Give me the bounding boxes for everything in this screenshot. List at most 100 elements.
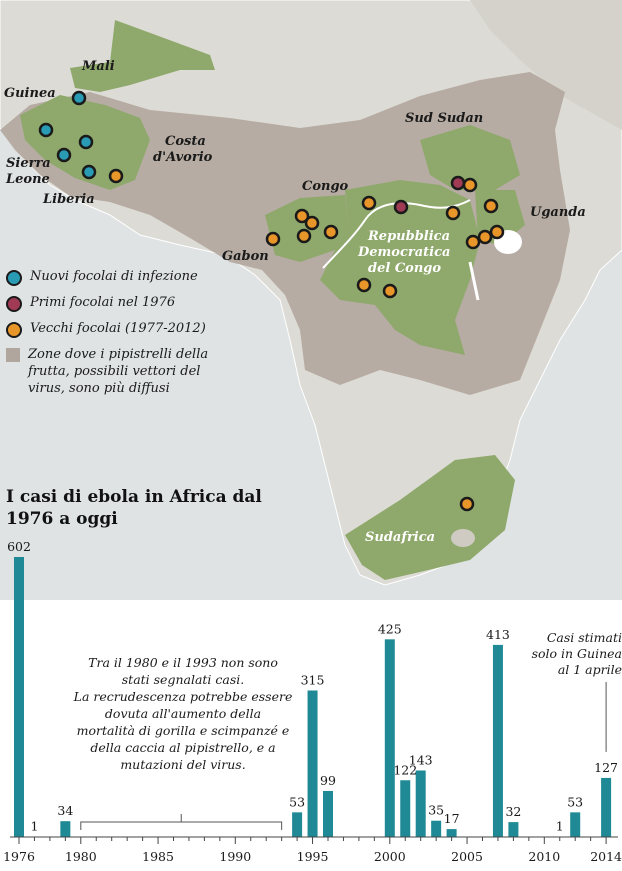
marker-old-outbreak (294, 208, 310, 224)
label-sudafrica: Sudafrica (365, 530, 435, 545)
bar-2001 (400, 780, 411, 837)
value-label-2003: 35 (428, 803, 444, 818)
marker-old-outbreak (108, 168, 124, 184)
value-label-2011: 1 (556, 819, 564, 834)
x-axis-ticks (18, 837, 607, 844)
area-congo-gabon (265, 195, 348, 262)
bar-2007 (492, 644, 503, 837)
gap-note-line-1: Tra il 1980 e il 1993 non sono (88, 655, 278, 670)
marker-old-outbreak (489, 224, 505, 240)
value-label-2014: 127 (594, 760, 618, 775)
marker-new-outbreak (71, 90, 87, 106)
label-liberia: Liberia (42, 192, 95, 207)
x-tick-label-2010: 2010 (528, 849, 560, 864)
label-rdc-3: del Congo (368, 261, 441, 276)
bar-1976 (14, 557, 24, 837)
gap-note-line-6: della caccia al pipistrello, e a (90, 740, 275, 755)
legend-item-new-outbreak: Nuovi focolai di infezione (6, 268, 246, 286)
land-northeast (470, 0, 622, 130)
legend-label: Zone dove i pipistrelli della frutta, po… (28, 347, 209, 396)
x-tick-label-1995: 1995 (297, 849, 329, 864)
area-sud-sudan (420, 125, 520, 190)
area-mali (70, 20, 215, 92)
label-rdc-2: Democratica (357, 245, 450, 260)
estimate-note-line-2: solo in Guinea (532, 646, 622, 661)
label-uganda: Uganda (530, 205, 586, 220)
marker-new-outbreak (78, 134, 94, 150)
legend-item-old-outbreak: Vecchi focolai (1977-2012) (6, 320, 246, 338)
marker-old-outbreak (323, 224, 339, 240)
label-costa-avorio-1: Costa (165, 134, 206, 149)
marker-old-outbreak (296, 228, 312, 244)
x-tick-label-1980: 1980 (65, 849, 97, 864)
marker-old-outbreak (459, 496, 475, 512)
africa-map: Mali Guinea Sierra Leone Liberia Costa d… (0, 0, 622, 600)
marker-first-outbreak (450, 175, 466, 191)
marker-old-outbreak (304, 215, 320, 231)
gap-note-line-2: stati segnalati casi. (122, 672, 245, 687)
chart-title: I casi di ebola in Africa dal 1976 a ogg… (6, 487, 262, 529)
map-legend: Nuovi focolai di infezione Primi focolai… (6, 268, 246, 405)
lake-tanganyika (468, 261, 480, 301)
x-tick-label-1990: 1990 (219, 849, 251, 864)
label-congo: Congo (302, 179, 349, 194)
value-label-1977: 1 (30, 819, 38, 834)
value-label-2004: 17 (444, 811, 460, 826)
bar-2003 (431, 820, 442, 837)
new-outbreak-dot-icon (6, 270, 22, 286)
label-rdc-1: Repubblica (367, 229, 450, 244)
value-label-2012: 53 (567, 794, 583, 809)
value-label-1996: 99 (320, 773, 336, 788)
congo-river (322, 199, 471, 269)
bar-2014 (601, 777, 612, 837)
area-rdc (320, 180, 480, 355)
marker-old-outbreak (483, 198, 499, 214)
marker-old-outbreak (465, 234, 481, 250)
bar-series (14, 557, 612, 837)
outbreak-markers (38, 90, 505, 512)
label-gabon: Gabon (222, 249, 269, 264)
value-label-1994: 53 (289, 794, 305, 809)
marker-old-outbreak (477, 229, 493, 245)
bar-2008 (508, 822, 519, 837)
marker-old-outbreak (356, 277, 372, 293)
marker-new-outbreak (56, 147, 72, 163)
x-tick-label-2005: 2005 (451, 849, 483, 864)
label-sierra-leone-1: Sierra (6, 156, 51, 171)
bar-1996 (323, 790, 333, 837)
legend-item-first-outbreak: Primi focolai nel 1976 (6, 294, 246, 312)
marker-first-outbreak (393, 199, 409, 215)
value-label-2002: 143 (409, 752, 433, 767)
estimate-note-line-1: Casi stimati (547, 630, 622, 645)
marker-old-outbreak (445, 205, 461, 221)
gap-note-line-7: mutazioni del virus. (120, 757, 245, 772)
value-label-2008: 32 (505, 804, 521, 819)
x-axis-tick-labels: 1976 1980 1985 1990 1995 2000 2005 2010 2014 (3, 849, 622, 864)
label-mali: Mali (81, 59, 115, 74)
marker-old-outbreak (265, 231, 281, 247)
old-outbreak-dot-icon (6, 322, 22, 338)
bar-2012 (570, 812, 581, 837)
first-outbreak-dot-icon (6, 296, 22, 312)
gap-note-line-5: mortalità di gorilla e scimpanzé e (77, 723, 290, 738)
x-tick-label-2014: 2014 (590, 849, 622, 864)
value-label-1995: 315 (301, 672, 325, 687)
value-label-1979: 34 (57, 803, 73, 818)
bar-2002 (415, 770, 426, 837)
bar-1995 (307, 690, 318, 837)
legend-label: Nuovi focolai di infezione (30, 269, 198, 284)
estimate-note-line-3: al 1 aprile (558, 662, 622, 677)
label-guinea: Guinea (4, 86, 56, 101)
marker-old-outbreak (361, 195, 377, 211)
area-sudafrica (345, 455, 515, 580)
value-label-2001: 122 (393, 762, 417, 777)
bat-zone-square-icon (6, 348, 20, 362)
label-sierra-leone-2: Leone (5, 172, 50, 187)
x-tick-label-1976: 1976 (3, 849, 35, 864)
x-tick-label-2000: 2000 (374, 849, 406, 864)
gap-bracket (80, 814, 283, 830)
value-label-2007: 413 (486, 627, 510, 642)
